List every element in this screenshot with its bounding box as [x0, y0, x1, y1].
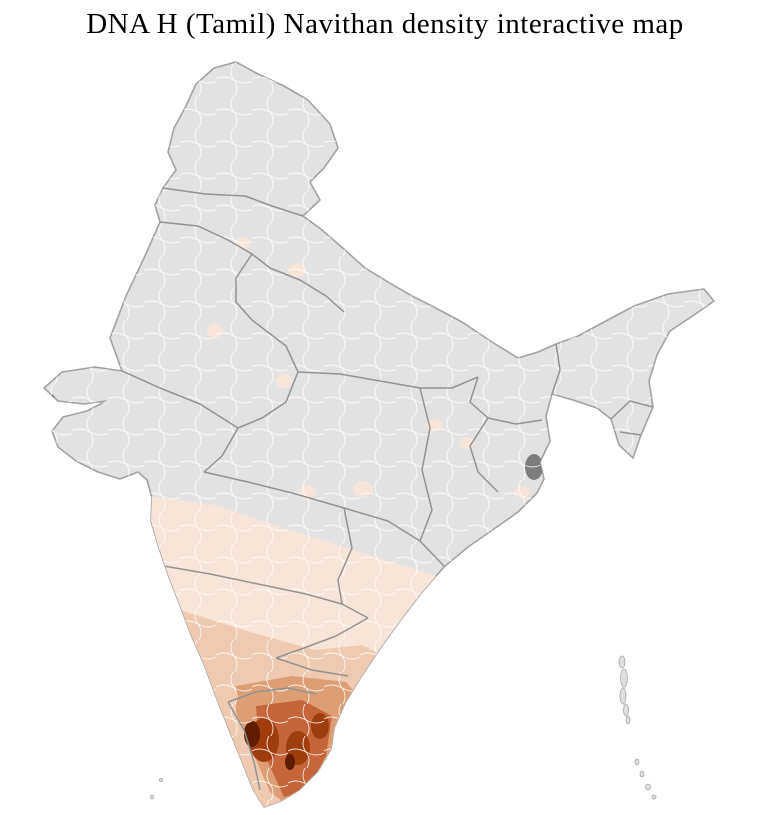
state-border-line	[203, 427, 239, 473]
state-border-line	[275, 657, 349, 677]
island[interactable]	[651, 794, 657, 800]
island-chains[interactable]	[149, 655, 657, 800]
state-border-line	[551, 343, 561, 395]
state-border-line	[121, 370, 239, 429]
state-border-line	[619, 431, 642, 436]
state-border-line	[610, 400, 654, 420]
island[interactable]	[634, 758, 640, 766]
state-border-line	[419, 387, 433, 542]
state-border-line	[235, 253, 253, 321]
state-borders	[121, 187, 654, 791]
island[interactable]	[625, 715, 631, 725]
state-border-line	[162, 187, 304, 217]
island[interactable]	[620, 668, 628, 688]
island[interactable]	[158, 778, 163, 783]
island[interactable]	[645, 783, 651, 791]
state-border-line	[227, 701, 261, 791]
state-border-line	[159, 221, 271, 269]
state-border-line	[237, 319, 299, 429]
state-border-line	[469, 417, 499, 493]
map-title: DNA H (Tamil) Navithan density interacti…	[86, 8, 684, 40]
state-border-line	[163, 565, 369, 619]
state-border-line	[275, 617, 369, 659]
island[interactable]	[623, 703, 629, 717]
island[interactable]	[619, 687, 627, 705]
island[interactable]	[639, 770, 645, 778]
state-border-line	[297, 371, 479, 389]
island[interactable]	[618, 655, 626, 669]
state-border-line	[337, 507, 353, 605]
state-border-line	[269, 267, 345, 313]
island[interactable]	[149, 794, 155, 800]
state-border-line	[227, 687, 317, 703]
